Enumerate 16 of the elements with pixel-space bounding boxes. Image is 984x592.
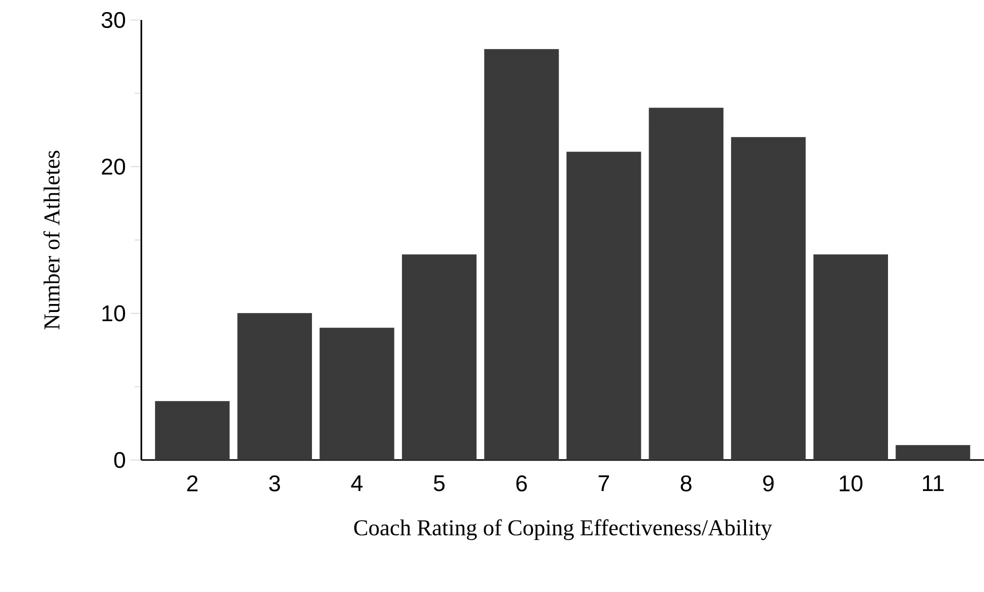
x-tick-label: 10 [840,475,862,492]
x-tick-label: 7 [598,475,609,491]
x-axis-title: Coach Rating of Coping Effectiveness/Ability [354,519,772,540]
y-axis-title: Number of Athletes [43,150,60,330]
x-tick-label: 2 [187,475,198,492]
x-tick-label: 3 [269,475,280,492]
x-tick-label: 4 [351,475,363,491]
y-tick-label: 30 [102,12,126,28]
x-tick-label: 8 [680,475,692,492]
y-tick-label: 20 [102,158,126,175]
y-tick-label: 10 [102,305,126,322]
y-tick-label: 0 [114,452,126,468]
x-tick-label: 9 [763,475,774,492]
x-tick-label: 6 [516,475,527,492]
x-tick-label: 5 [434,475,445,492]
x-tick-label: 11 [922,475,944,491]
